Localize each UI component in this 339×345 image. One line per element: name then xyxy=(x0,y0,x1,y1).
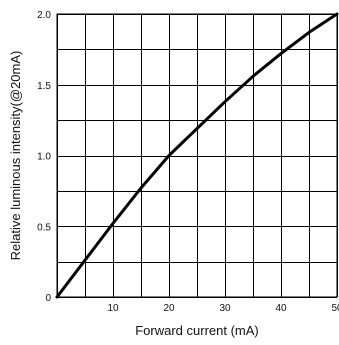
data-point xyxy=(196,127,198,130)
x-axis-title: Forward current (mA) xyxy=(135,323,259,338)
y-tick-label: 0.5 xyxy=(37,222,51,233)
data-point xyxy=(84,259,86,262)
y-axis-title: Relative luminous intensity(@20mA) xyxy=(8,51,23,261)
y-tick-label: 0 xyxy=(45,293,51,304)
grid xyxy=(57,14,338,298)
data-point xyxy=(308,31,310,34)
data-point xyxy=(336,13,338,15)
x-tick-label: 20 xyxy=(163,303,175,314)
data-point xyxy=(280,52,282,55)
y-tick-labels: 0 0.5 1.0 1.5 2.0 xyxy=(37,10,51,304)
series-layer xyxy=(55,12,339,299)
data-point xyxy=(168,154,170,157)
data-point xyxy=(112,222,114,225)
data-point xyxy=(140,187,142,189)
y-tick-label: 1.5 xyxy=(37,81,51,92)
plot-frame xyxy=(56,13,338,298)
x-tick-label: 10 xyxy=(107,303,119,314)
x-tick-label: 50 xyxy=(331,303,339,314)
y-tick-label: 1.0 xyxy=(37,152,51,163)
y-tick-label: 2.0 xyxy=(37,10,51,21)
data-point xyxy=(252,75,254,78)
data-point xyxy=(224,100,226,103)
x-tick-label: 30 xyxy=(219,303,231,314)
x-tick-labels: 10 20 30 40 50 xyxy=(107,303,339,314)
data-point xyxy=(56,296,58,298)
x-tick-label: 40 xyxy=(275,303,287,314)
